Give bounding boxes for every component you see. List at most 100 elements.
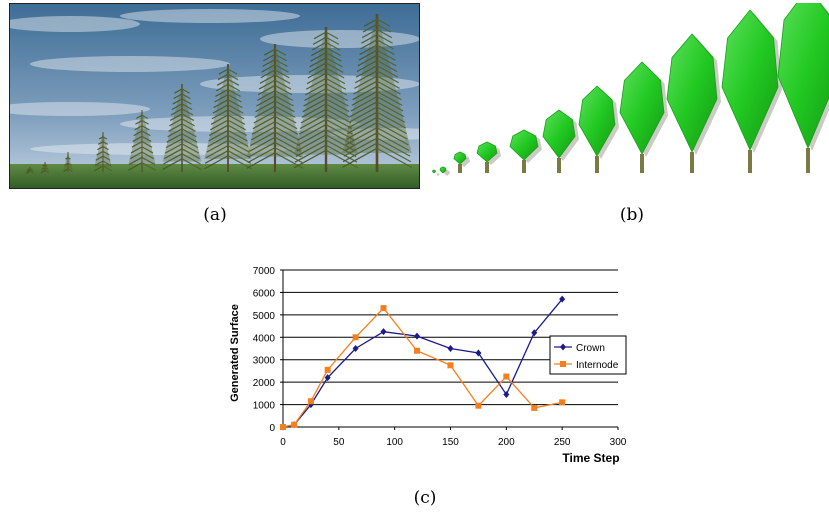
crown xyxy=(509,129,542,173)
tree-branch xyxy=(181,128,197,138)
tree-branch xyxy=(135,120,143,125)
tree-branch xyxy=(325,67,345,79)
tree-branch xyxy=(376,54,397,67)
tree-branch xyxy=(376,116,407,135)
tree-branch xyxy=(293,149,327,169)
tree-branch xyxy=(141,114,148,119)
tree-branch xyxy=(208,129,229,142)
crown-foliage xyxy=(721,9,779,151)
tree-branch xyxy=(311,41,327,51)
crown xyxy=(721,9,782,173)
tree-branch xyxy=(134,125,143,131)
tree-branch xyxy=(376,90,403,106)
tree-branch xyxy=(42,164,46,167)
tree-branch xyxy=(325,36,340,45)
data-point-crown xyxy=(352,345,359,352)
crown-shadow xyxy=(444,170,450,176)
x-tick-label: 0 xyxy=(280,437,286,448)
data-point-internode xyxy=(324,366,331,373)
tree-branch xyxy=(181,108,194,116)
y-tick-label: 5000 xyxy=(253,311,276,322)
tree-branch xyxy=(274,74,291,84)
tree-branch xyxy=(310,52,327,62)
tree-branch xyxy=(376,111,406,129)
tree-branch xyxy=(181,148,200,160)
data-point-crown xyxy=(414,332,420,340)
crown-foliage xyxy=(509,129,539,161)
tree-branch xyxy=(67,168,73,172)
x-tick-label: 50 xyxy=(333,437,345,448)
tree-branch xyxy=(256,95,276,107)
tree-branch xyxy=(227,78,240,86)
tree-branch xyxy=(302,98,327,113)
tree-branch xyxy=(299,113,327,130)
tree-branch xyxy=(209,119,229,131)
tree-branch xyxy=(141,156,156,165)
crown xyxy=(619,61,668,173)
tree-branch xyxy=(376,70,400,84)
tree-branch xyxy=(305,77,327,90)
legend-marker xyxy=(560,343,566,351)
tree-branch xyxy=(227,94,242,103)
caption-a: (a) xyxy=(203,205,227,225)
tree-branch xyxy=(325,139,357,158)
crown xyxy=(453,151,470,173)
tree-branch xyxy=(132,135,143,142)
tree-branch xyxy=(227,155,253,170)
tree-branch xyxy=(227,129,248,142)
tree-branch xyxy=(131,141,143,148)
tree-branch xyxy=(204,150,229,164)
tree-branch xyxy=(95,155,104,161)
data-point-crown xyxy=(324,374,331,382)
legend-label: Crown xyxy=(576,343,605,354)
tree-branch xyxy=(181,103,193,111)
tree-branch xyxy=(250,131,276,147)
tree-branch xyxy=(360,39,378,50)
tree-branch xyxy=(248,141,276,158)
series-line-internode xyxy=(282,307,563,428)
tree-branch xyxy=(346,121,378,140)
tree-branch xyxy=(102,150,110,156)
tree-branch xyxy=(102,146,109,151)
tree-branch xyxy=(353,80,378,95)
tree-branch xyxy=(376,127,409,146)
tree-branch xyxy=(313,31,327,40)
tree-branch xyxy=(351,90,378,106)
data-point-crown xyxy=(503,390,510,398)
tree-branch xyxy=(210,114,229,125)
x-tick-label: 250 xyxy=(554,437,571,448)
tree-branch xyxy=(102,136,108,140)
tree-branch xyxy=(325,118,354,135)
tree-branch xyxy=(274,105,296,118)
tree-branch xyxy=(181,93,191,100)
tree-branch xyxy=(174,88,183,94)
tree-branch xyxy=(376,28,393,39)
tree-branch xyxy=(376,85,402,101)
tree-branch xyxy=(341,147,378,168)
tree-foliage xyxy=(246,44,304,157)
tree-branch xyxy=(257,84,276,96)
tree-branch xyxy=(166,133,183,143)
tree-foliage xyxy=(342,14,412,154)
grass-ground xyxy=(10,164,419,188)
tree-branch xyxy=(348,111,378,129)
tree-branch xyxy=(141,162,156,171)
tree-branch xyxy=(301,103,327,118)
data-point-internode xyxy=(280,424,286,430)
tree-branch xyxy=(181,153,201,165)
data-point-internode xyxy=(380,305,387,312)
tree-branch xyxy=(356,59,378,73)
surface-line-chart: 0 1000 2000 3000 4000 5000 6000 7000 0 50 100 150 2… xyxy=(229,266,627,465)
crown xyxy=(542,109,579,173)
tree-branch xyxy=(274,126,300,141)
tree-foliage xyxy=(26,167,34,172)
crown-growth-panel xyxy=(428,3,829,189)
tree-branch xyxy=(170,108,183,116)
tree-branch xyxy=(250,126,276,141)
tree-branch xyxy=(298,118,327,135)
crown-trunk xyxy=(690,152,694,173)
x-tick-label: 100 xyxy=(386,437,403,448)
tree-branch xyxy=(67,157,71,160)
tree-branch xyxy=(102,165,113,172)
tree-branch xyxy=(164,143,183,154)
